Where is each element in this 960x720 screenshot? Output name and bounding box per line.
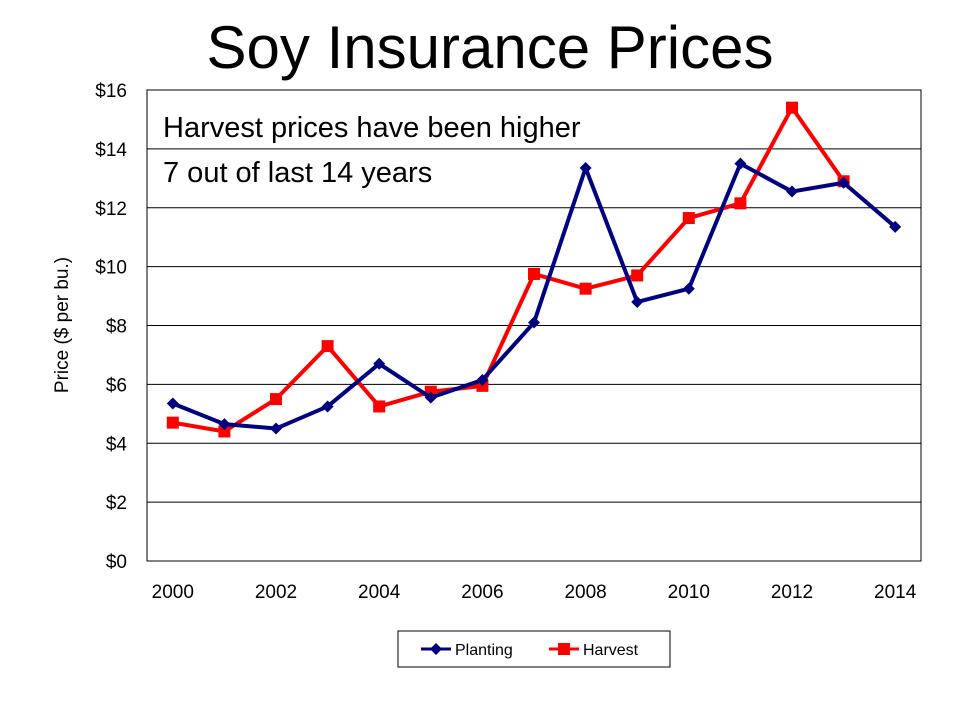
data-point bbox=[166, 416, 179, 429]
data-point bbox=[218, 425, 231, 438]
data-point bbox=[682, 282, 695, 295]
annotation: Harvest prices have been higher 7 out of … bbox=[163, 112, 581, 189]
data-point bbox=[631, 295, 644, 308]
data-point bbox=[786, 101, 798, 114]
data-point bbox=[270, 422, 282, 435]
data-point bbox=[166, 397, 179, 410]
y-tick-label: $6 bbox=[106, 375, 127, 396]
series-line bbox=[172, 105, 846, 434]
y-axis-label: Price ($ per bu.) bbox=[52, 257, 73, 393]
legend-label: Harvest bbox=[583, 642, 639, 659]
y-tick-label: $2 bbox=[106, 493, 127, 514]
y-tick-label: $0 bbox=[106, 552, 127, 573]
y-axis-ticks: $0 $2 $4 $6 $8 $10 $12 $14 $16 bbox=[95, 81, 127, 573]
data-point bbox=[528, 316, 540, 329]
y-tick-label: $10 bbox=[95, 258, 127, 279]
x-tick-label: 2014 bbox=[874, 582, 917, 603]
data-point bbox=[270, 393, 282, 406]
data-point bbox=[579, 282, 592, 295]
gridlines bbox=[147, 148, 921, 503]
y-tick-label: $4 bbox=[106, 434, 128, 455]
legend-swatch-marker bbox=[430, 643, 442, 655]
legend-swatch-marker bbox=[558, 643, 570, 655]
legend-item-planting: Planting bbox=[421, 642, 513, 659]
data-point bbox=[734, 197, 747, 210]
data-point bbox=[631, 269, 644, 282]
y-tick-label: $16 bbox=[95, 81, 127, 102]
data-point bbox=[321, 400, 334, 413]
annotation-line: Harvest prices have been higher bbox=[163, 112, 581, 144]
data-point bbox=[889, 220, 902, 233]
x-tick-label: 2006 bbox=[461, 582, 503, 603]
data-point bbox=[218, 418, 231, 431]
data-point bbox=[837, 176, 850, 189]
data-point bbox=[476, 373, 489, 386]
data-point bbox=[321, 340, 334, 353]
series-layer bbox=[166, 101, 902, 438]
data-point bbox=[682, 212, 695, 225]
x-tick-label: 2004 bbox=[358, 582, 401, 603]
legend: Planting Harvest bbox=[397, 630, 671, 668]
annotation-line: 7 out of last 14 years bbox=[163, 157, 432, 189]
x-axis-ticks: 2000 2002 2004 2006 2008 2010 2012 2014 bbox=[152, 582, 917, 603]
data-point bbox=[786, 185, 798, 198]
x-tick-label: 2008 bbox=[564, 582, 606, 603]
y-tick-label: $14 bbox=[95, 140, 127, 161]
x-tick-label: 2002 bbox=[255, 582, 297, 603]
legend-label: Planting bbox=[455, 642, 513, 659]
series-planting bbox=[166, 157, 902, 435]
y-tick-label: $12 bbox=[95, 199, 127, 220]
series-harvest bbox=[166, 101, 850, 438]
x-tick-label: 2012 bbox=[771, 582, 813, 603]
y-tick-label: $8 bbox=[106, 317, 127, 338]
x-tick-label: 2000 bbox=[152, 582, 194, 603]
chart-title: Soy Insurance Prices bbox=[206, 14, 774, 81]
data-point bbox=[579, 162, 592, 175]
x-tick-label: 2010 bbox=[668, 582, 710, 603]
data-point bbox=[373, 400, 386, 413]
legend-item-harvest: Harvest bbox=[549, 642, 639, 659]
data-point bbox=[424, 391, 437, 404]
data-point bbox=[734, 157, 747, 170]
data-point bbox=[373, 357, 386, 370]
data-point bbox=[528, 267, 540, 280]
